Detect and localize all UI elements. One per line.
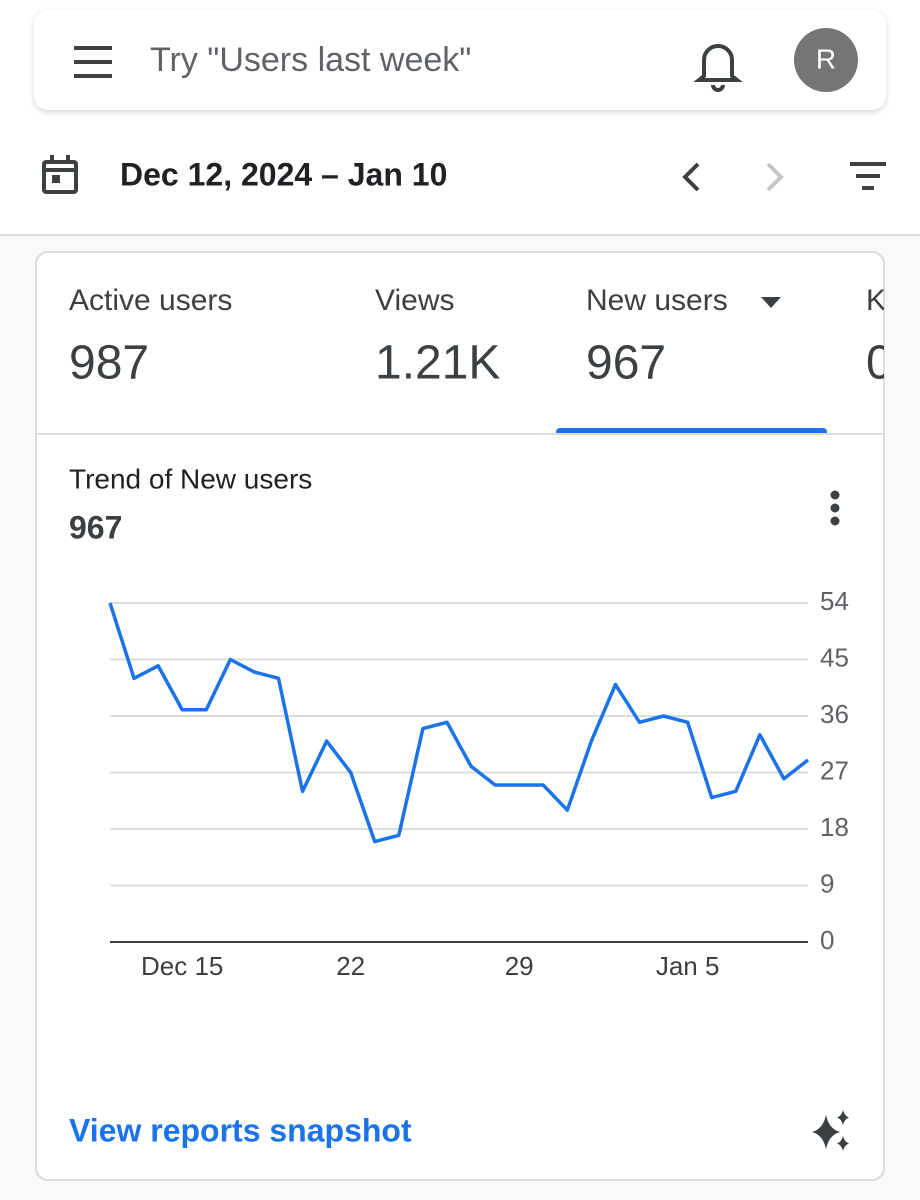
trend-line: [108, 602, 810, 844]
avatar-letter[interactable]: R: [816, 43, 836, 74]
y-tick-label: 27: [820, 755, 849, 785]
chart: 0 9 18 27 36 45 54 Dec 15 22 29 Jan 5: [108, 586, 849, 981]
metric-value: 0: [866, 337, 893, 390]
y-tick-label: 36: [820, 699, 849, 729]
x-tick-label: Dec 15: [141, 951, 223, 981]
search-placeholder[interactable]: Try "Users last week": [150, 41, 471, 79]
metric-value: 1.21K: [375, 337, 500, 390]
metric-label: Views: [375, 284, 454, 317]
next-button[interactable]: [766, 162, 784, 192]
search-bar[interactable]: [34, 10, 886, 110]
prev-button[interactable]: [682, 162, 700, 192]
y-tick-label: 54: [820, 586, 849, 616]
x-tick-label: Jan 5: [656, 951, 720, 981]
sparkle-icon[interactable]: [812, 1110, 849, 1151]
x-tick-label: 22: [336, 951, 365, 981]
y-tick-label: 0: [820, 925, 834, 955]
metric-label: K: [866, 284, 886, 317]
reports-snapshot-link[interactable]: View reports snapshot: [69, 1112, 412, 1148]
x-tick-label: 29: [505, 951, 534, 981]
filter-icon[interactable]: [850, 162, 886, 190]
metrics-row: Active users 987 Views 1.21K New users 967 K 0: [69, 284, 893, 390]
metric-value: 967: [586, 337, 666, 390]
metric-dropdown[interactable]: [761, 297, 781, 308]
chart-subtitle: 967: [69, 509, 122, 545]
metric-label: Active users: [69, 284, 232, 317]
chart-title: Trend of New users: [69, 463, 312, 494]
menu-icon[interactable]: [74, 46, 112, 78]
selected-tab-indicator: [556, 428, 827, 434]
y-tick-label: 18: [820, 812, 849, 842]
metric-label: New users: [586, 284, 728, 317]
notifications-icon[interactable]: [693, 44, 743, 92]
avatar[interactable]: [794, 28, 858, 92]
calendar-icon[interactable]: [42, 155, 78, 194]
date-range[interactable]: Dec 12, 2024 – Jan 10: [120, 156, 447, 192]
more-icon[interactable]: [830, 490, 840, 526]
y-tick-label: 9: [820, 868, 834, 898]
y-tick-label: 45: [820, 642, 849, 672]
metric-value: 987: [69, 337, 149, 390]
